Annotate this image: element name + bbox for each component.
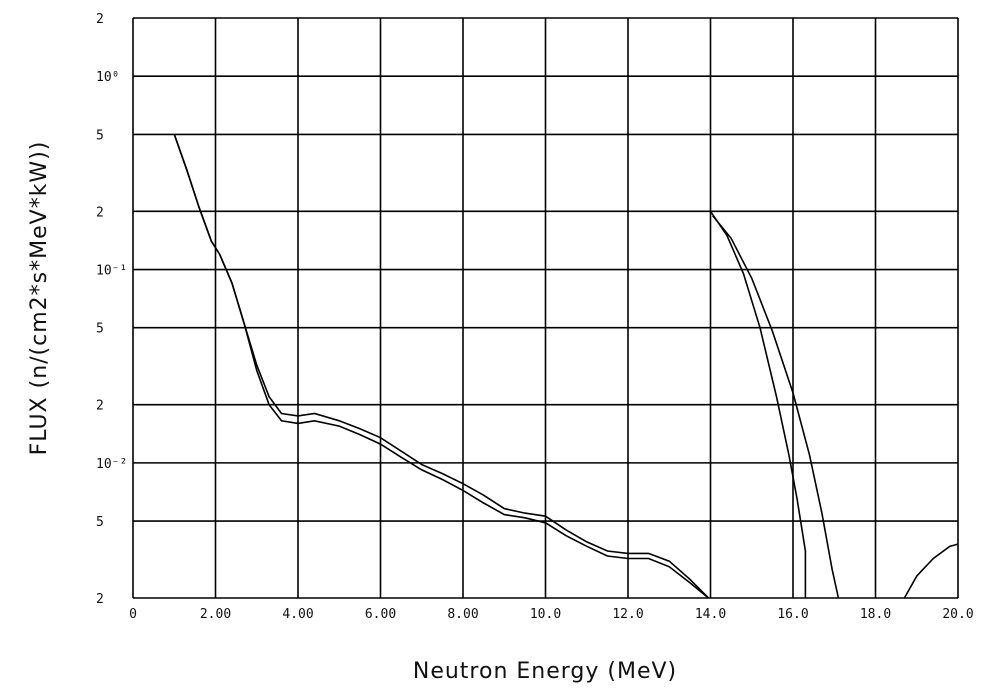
grid-lines [132, 17, 959, 599]
x-tick-label: 0 [129, 607, 137, 622]
x-tick-label: 18.0 [860, 607, 891, 622]
x-tick-label: 8.00 [447, 607, 478, 622]
x-axis-label: Neutron Energy (MeV) [413, 659, 677, 684]
x-tick-label: 2.00 [200, 607, 231, 622]
y-tick-label: 5 [96, 128, 104, 143]
series-curve-4 [711, 215, 840, 599]
x-tick-label: 12.0 [612, 607, 643, 622]
y-axis-label: FLUX (n/(cm2*s*MeV*kW)) [27, 141, 52, 456]
series-curve-5 [903, 543, 959, 599]
y-tick-label: 10⁻² [96, 457, 127, 472]
y-tick-label: 2 [96, 399, 104, 414]
y-tick-label: 2 [96, 205, 104, 220]
x-tick-label: 16.0 [777, 607, 808, 622]
y-tick-label: 5 [96, 515, 104, 530]
y-tick-label: 10⁻¹ [96, 264, 127, 279]
y-tick-label: 5 [96, 322, 104, 337]
y-tick-label: 2 [96, 592, 104, 607]
series-curve-2 [173, 134, 709, 599]
x-tick-label: 6.00 [365, 607, 396, 622]
x-tick-labels: 0 2.00 4.00 6.00 8.00 10.0 12.0 14.0 16.0 18.0 20.… [129, 607, 974, 622]
x-tick-label: 10.0 [530, 607, 561, 622]
y-tick-label: 10⁰ [96, 70, 119, 85]
x-tick-label: 14.0 [695, 607, 726, 622]
y-tick-label: 2 [96, 12, 104, 27]
x-tick-label: 20.0 [942, 607, 973, 622]
y-tick-labels: 2 10⁰ 5 2 10⁻¹ 5 2 10⁻² 5 2 [96, 12, 127, 607]
series-curve-3 [709, 210, 807, 598]
data-curves [173, 134, 959, 599]
x-tick-label: 4.00 [282, 607, 313, 622]
